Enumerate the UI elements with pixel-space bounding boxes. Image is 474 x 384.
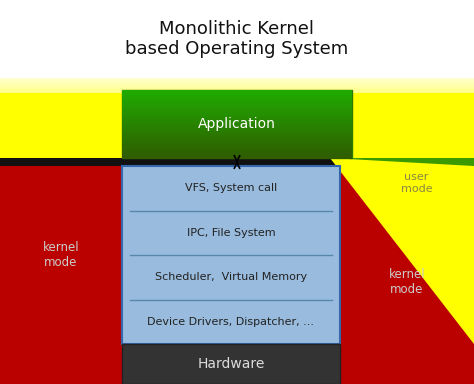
- Bar: [122, 133, 352, 136]
- Bar: [0, 100, 474, 102]
- Text: user
mode: user mode: [401, 172, 432, 194]
- Bar: [0, 84, 474, 86]
- Bar: [0, 90, 474, 92]
- Bar: [122, 140, 352, 142]
- Bar: [0, 98, 474, 100]
- Bar: [122, 137, 352, 141]
- Polygon shape: [330, 158, 474, 344]
- Bar: [0, 158, 474, 384]
- Bar: [122, 122, 352, 124]
- Bar: [0, 88, 474, 90]
- Bar: [122, 108, 352, 111]
- Bar: [122, 111, 352, 113]
- Bar: [122, 90, 352, 158]
- Bar: [0, 110, 474, 112]
- Text: VFS, System call: VFS, System call: [185, 183, 277, 193]
- Bar: [122, 149, 352, 152]
- Bar: [122, 99, 352, 102]
- Text: Hardware: Hardware: [197, 357, 264, 371]
- Bar: [122, 117, 352, 120]
- Bar: [122, 166, 340, 344]
- Text: kernel
mode: kernel mode: [389, 268, 425, 296]
- Text: Monolithic Kernel
based Operating System: Monolithic Kernel based Operating System: [126, 20, 348, 58]
- Text: Device Drivers, Dispatcher, ...: Device Drivers, Dispatcher, ...: [147, 317, 315, 327]
- Bar: [122, 131, 352, 134]
- Bar: [0, 102, 474, 104]
- Text: kernel
mode: kernel mode: [43, 241, 79, 269]
- Bar: [0, 92, 474, 94]
- Bar: [0, 78, 474, 93]
- Bar: [0, 0, 474, 78]
- Bar: [122, 135, 352, 138]
- Bar: [122, 94, 352, 97]
- Bar: [122, 147, 352, 149]
- Bar: [0, 158, 474, 166]
- Bar: [122, 151, 352, 154]
- Bar: [122, 90, 352, 93]
- Bar: [0, 94, 474, 96]
- Bar: [122, 124, 352, 127]
- Bar: [122, 142, 352, 145]
- Bar: [0, 108, 474, 110]
- Bar: [0, 82, 474, 84]
- Bar: [122, 113, 352, 116]
- Bar: [0, 116, 474, 118]
- Bar: [0, 114, 474, 116]
- Bar: [122, 104, 352, 106]
- Bar: [0, 86, 474, 88]
- Bar: [0, 78, 474, 80]
- Bar: [0, 78, 474, 158]
- Bar: [122, 344, 340, 384]
- Bar: [0, 106, 474, 108]
- Bar: [122, 97, 352, 99]
- Bar: [122, 144, 352, 147]
- Text: Scheduler,  Virtual Memory: Scheduler, Virtual Memory: [155, 272, 307, 282]
- Text: Application: Application: [198, 117, 276, 131]
- Bar: [122, 154, 352, 156]
- Bar: [122, 106, 352, 109]
- Bar: [122, 92, 352, 95]
- Bar: [0, 112, 474, 114]
- Text: IPC, File System: IPC, File System: [187, 228, 275, 238]
- Bar: [122, 129, 352, 131]
- Bar: [0, 104, 474, 106]
- Bar: [122, 101, 352, 104]
- Polygon shape: [330, 158, 474, 166]
- Bar: [122, 119, 352, 122]
- Bar: [0, 96, 474, 98]
- Bar: [122, 115, 352, 118]
- Bar: [122, 156, 352, 159]
- Bar: [0, 80, 474, 82]
- Bar: [122, 126, 352, 129]
